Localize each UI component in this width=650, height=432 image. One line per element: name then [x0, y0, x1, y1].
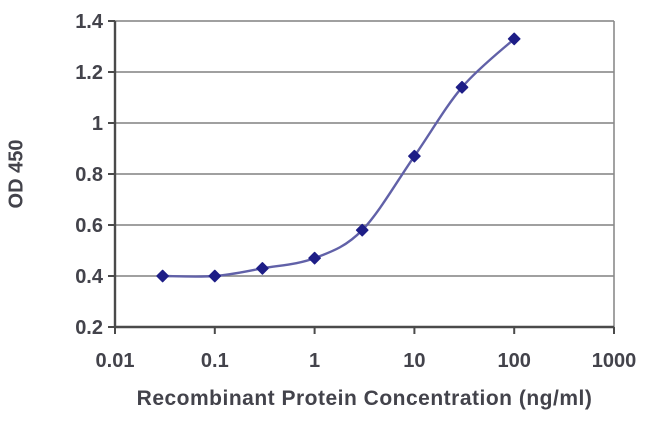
data-point-marker: [408, 149, 421, 163]
y-tick-label: 1.4: [75, 11, 104, 33]
y-tick-label: 0.4: [75, 266, 104, 288]
data-point-marker: [208, 269, 222, 283]
data-point-marker: [256, 262, 269, 275]
x-tick-label: 10: [403, 350, 425, 372]
data-point-marker: [156, 269, 169, 283]
x-tick-label: 1: [309, 350, 320, 372]
data-point-marker: [355, 223, 369, 237]
data-point-marker: [308, 251, 321, 265]
x-tick-label: 0.1: [201, 350, 229, 372]
y-tick-label: 1: [92, 113, 103, 135]
x-tick-label: 1000: [592, 350, 637, 372]
series-line: [161, 37, 516, 278]
y-tick-label: 0.8: [75, 164, 103, 186]
data-point-marker: [507, 32, 521, 46]
data-point-marker: [455, 80, 469, 94]
y-tick-label: 0.6: [75, 215, 103, 237]
x-tick-label: 0.01: [96, 350, 135, 372]
y-tick-label: 0.2: [75, 317, 103, 339]
y-tick-label: 1.2: [75, 62, 103, 84]
x-axis-title: Recombinant Protein Concentration (ng/ml…: [136, 387, 593, 410]
x-tick-label: 100: [498, 350, 531, 372]
